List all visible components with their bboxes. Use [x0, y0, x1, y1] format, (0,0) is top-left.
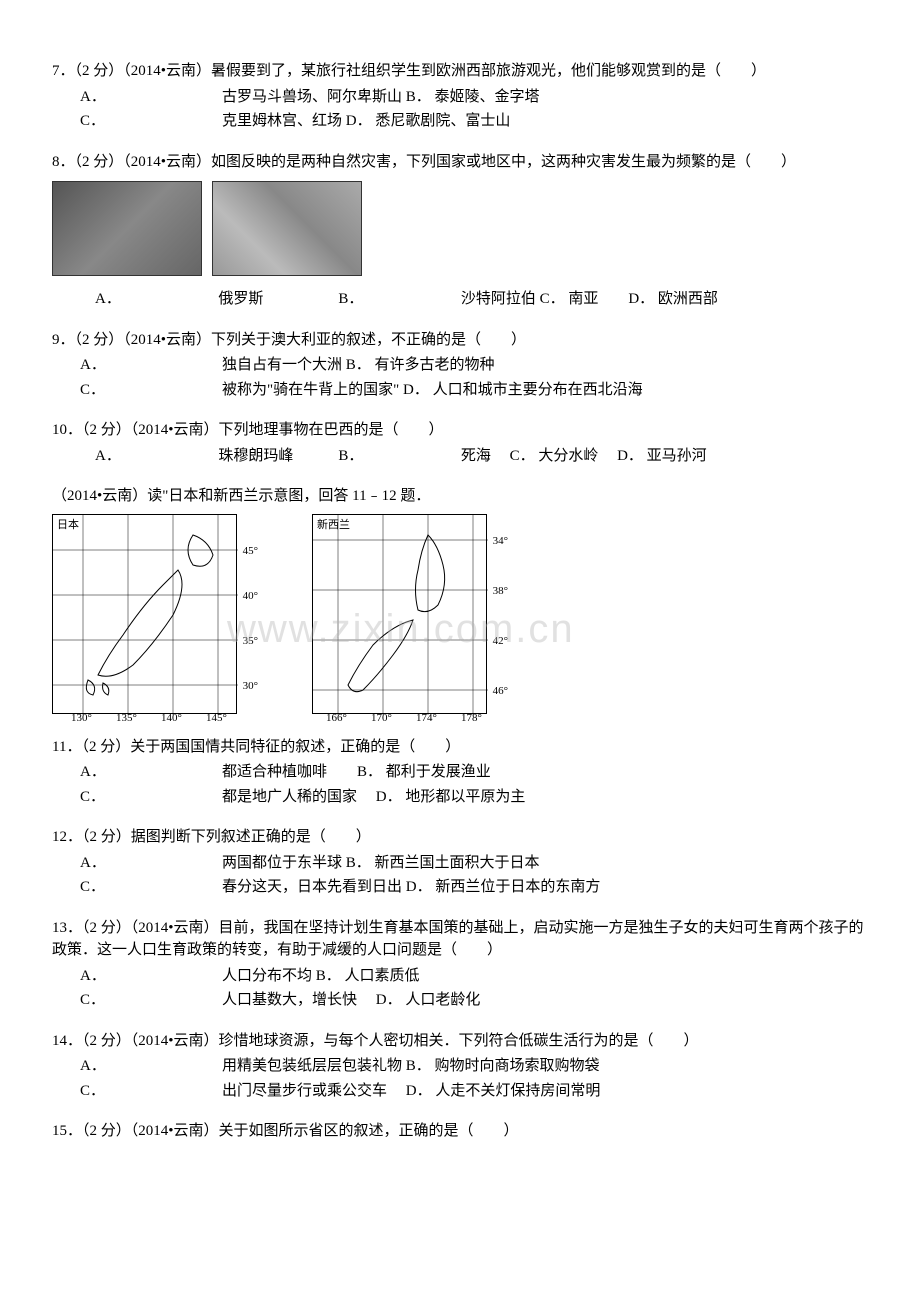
q13-a-label: A．	[52, 965, 222, 988]
q9-a-label: A．	[52, 354, 222, 377]
jp-lat-35: 35°	[243, 633, 258, 650]
q13-stem: 13．（2 分）（2014•云南）目前，我国在坚持计划生育基本国策的基础上，启动…	[52, 917, 868, 962]
nz-lat-46: 46°	[493, 683, 508, 700]
nz-lon-166: 166°	[326, 710, 347, 727]
q11-row-c: C． 都是地广人稀的国家 D． 地形都以平原为主	[52, 786, 868, 809]
q11-c-text: 都是地广人稀的国家 D． 地形都以平原为主	[222, 786, 868, 809]
question-12: 12．（2 分）据图判断下列叙述正确的是（ ） A． 两国都位于东半球 B． 新…	[52, 826, 868, 899]
jp-lat-30: 30°	[243, 678, 258, 695]
q9-c-label: C．	[52, 379, 222, 402]
q7-row-c: C． 克里姆林宫、红场 D． 悉尼歌剧院、富士山	[52, 110, 868, 133]
q13-row-a: A． 人口分布不均 B． 人口素质低	[52, 965, 868, 988]
q8-stem: 8．（2 分）（2014•云南）如图反映的是两种自然灾害，下列国家或地区中，这两…	[52, 151, 868, 174]
nz-lat-38: 38°	[493, 583, 508, 600]
question-10: 10．（2 分）（2014•云南）下列地理事物在巴西的是（ ） A． 珠穆朗玛峰…	[52, 419, 868, 467]
q7-row-a: A． 古罗马斗兽场、阿尔卑斯山 B． 泰姬陵、金字塔	[52, 86, 868, 109]
q11-row-a: A． 都适合种植咖啡 B． 都利于发展渔业	[52, 761, 868, 784]
q9-a-text: 独自占有一个大洲 B． 有许多古老的物种	[222, 354, 868, 377]
q7-stem: 7．（2 分）（2014•云南）暑假要到了，某旅行社组织学生到欧洲西部旅游观光，…	[52, 60, 868, 83]
q9-row-c: C． 被称为"骑在牛背上的国家" D． 人口和城市主要分布在西北沿海	[52, 379, 868, 402]
q7-a-label: A．	[52, 86, 222, 109]
q10-stem: 10．（2 分）（2014•云南）下列地理事物在巴西的是（ ）	[52, 419, 868, 442]
q13-c-text: 人口基数大，增长快 D． 人口老龄化	[222, 989, 868, 1012]
q13-row-c: C． 人口基数大，增长快 D． 人口老龄化	[52, 989, 868, 1012]
q9-stem: 9．（2 分）（2014•云南）下列关于澳大利亚的叙述，不正确的是（ ）	[52, 329, 868, 352]
nz-lon-174: 174°	[416, 710, 437, 727]
q11-stem: 11．（2 分）关于两国国情共同特征的叙述，正确的是（ ）	[52, 736, 868, 759]
jp-lon-135: 135°	[116, 710, 137, 727]
q12-stem: 12．（2 分）据图判断下列叙述正确的是（ ）	[52, 826, 868, 849]
q14-a-label: A．	[52, 1055, 222, 1078]
nz-lon-170: 170°	[371, 710, 392, 727]
q8-images	[52, 181, 868, 276]
nz-lat-42: 42°	[493, 633, 508, 650]
question-9: 9．（2 分）（2014•云南）下列关于澳大利亚的叙述，不正确的是（ ） A． …	[52, 329, 868, 402]
jp-lon-140: 140°	[161, 710, 182, 727]
question-11: 11．（2 分）关于两国国情共同特征的叙述，正确的是（ ） A． 都适合种植咖啡…	[52, 736, 868, 809]
q12-a-label: A．	[52, 852, 222, 875]
q12-c-text: 春分这天，日本先看到日出 D． 新西兰位于日本的东南方	[222, 876, 868, 899]
question-7: 7．（2 分）（2014•云南）暑假要到了，某旅行社组织学生到欧洲西部旅游观光，…	[52, 60, 868, 133]
q13-c-label: C．	[52, 989, 222, 1012]
jp-lon-130: 130°	[71, 710, 92, 727]
q13-a-text: 人口分布不均 B． 人口素质低	[222, 965, 868, 988]
q14-row-c: C． 出门尽量步行或乘公交车 D． 人走不关灯保持房间常明	[52, 1080, 868, 1103]
q14-c-text: 出门尽量步行或乘公交车 D． 人走不关灯保持房间常明	[222, 1080, 868, 1103]
q11-a-text: 都适合种植咖啡 B． 都利于发展渔业	[222, 761, 868, 784]
nz-lat-34: 34°	[493, 533, 508, 550]
question-8: 8．（2 分）（2014•云南）如图反映的是两种自然灾害，下列国家或地区中，这两…	[52, 151, 868, 311]
map-row: 日本 45° 40° 35° 30° 130° 135° 140°	[52, 514, 868, 714]
q14-c-label: C．	[52, 1080, 222, 1103]
nz-lon-178: 178°	[461, 710, 482, 727]
q7-c-text: 克里姆林宫、红场 D． 悉尼歌剧院、富士山	[222, 110, 868, 133]
intro-11-12: （2014•云南）读"日本和新西兰示意图，回答 11﹣12 题．	[52, 485, 868, 508]
q7-a-text: 古罗马斗兽场、阿尔卑斯山 B． 泰姬陵、金字塔	[222, 86, 868, 109]
map-container: 日本 45° 40° 35° 30° 130° 135° 140°	[52, 514, 868, 714]
map-newzealand: 新西兰 34° 38° 42° 46° 166° 170° 174° 178°	[312, 514, 487, 714]
question-14: 14．（2 分）（2014•云南）珍惜地球资源，与每个人密切相关．下列符合低碳生…	[52, 1030, 868, 1103]
nz-svg	[313, 515, 488, 715]
q12-c-label: C．	[52, 876, 222, 899]
q11-c-label: C．	[52, 786, 222, 809]
japan-svg	[53, 515, 238, 715]
jp-lon-145: 145°	[206, 710, 227, 727]
q11-a-label: A．	[52, 761, 222, 784]
q8-options: A． 俄罗斯 B． 沙特阿拉伯 C． 南亚 D． 欧洲西部	[52, 288, 868, 311]
q7-c-label: C．	[52, 110, 222, 133]
q9-c-text: 被称为"骑在牛背上的国家" D． 人口和城市主要分布在西北沿海	[222, 379, 868, 402]
q12-row-c: C． 春分这天，日本先看到日出 D． 新西兰位于日本的东南方	[52, 876, 868, 899]
flood-image	[52, 181, 202, 276]
q14-stem: 14．（2 分）（2014•云南）珍惜地球资源，与每个人密切相关．下列符合低碳生…	[52, 1030, 868, 1053]
q10-options: A． 珠穆朗玛峰 B． 死海 C． 大分水岭 D． 亚马孙河	[52, 445, 868, 468]
question-13: 13．（2 分）（2014•云南）目前，我国在坚持计划生育基本国策的基础上，启动…	[52, 917, 868, 1012]
q12-row-a: A． 两国都位于东半球 B． 新西兰国土面积大于日本	[52, 852, 868, 875]
q12-a-text: 两国都位于东半球 B． 新西兰国土面积大于日本	[222, 852, 868, 875]
jp-lat-40: 40°	[243, 588, 258, 605]
q9-row-a: A． 独自占有一个大洲 B． 有许多古老的物种	[52, 354, 868, 377]
q14-row-a: A． 用精美包装纸层层包装礼物 B． 购物时向商场索取购物袋	[52, 1055, 868, 1078]
q15-stem: 15．（2 分）（2014•云南）关于如图所示省区的叙述，正确的是（ ）	[52, 1120, 868, 1143]
question-15: 15．（2 分）（2014•云南）关于如图所示省区的叙述，正确的是（ ）	[52, 1120, 868, 1143]
drought-image	[212, 181, 362, 276]
map-japan: 日本 45° 40° 35° 30° 130° 135° 140°	[52, 514, 237, 714]
q14-a-text: 用精美包装纸层层包装礼物 B． 购物时向商场索取购物袋	[222, 1055, 868, 1078]
jp-lat-45: 45°	[243, 543, 258, 560]
